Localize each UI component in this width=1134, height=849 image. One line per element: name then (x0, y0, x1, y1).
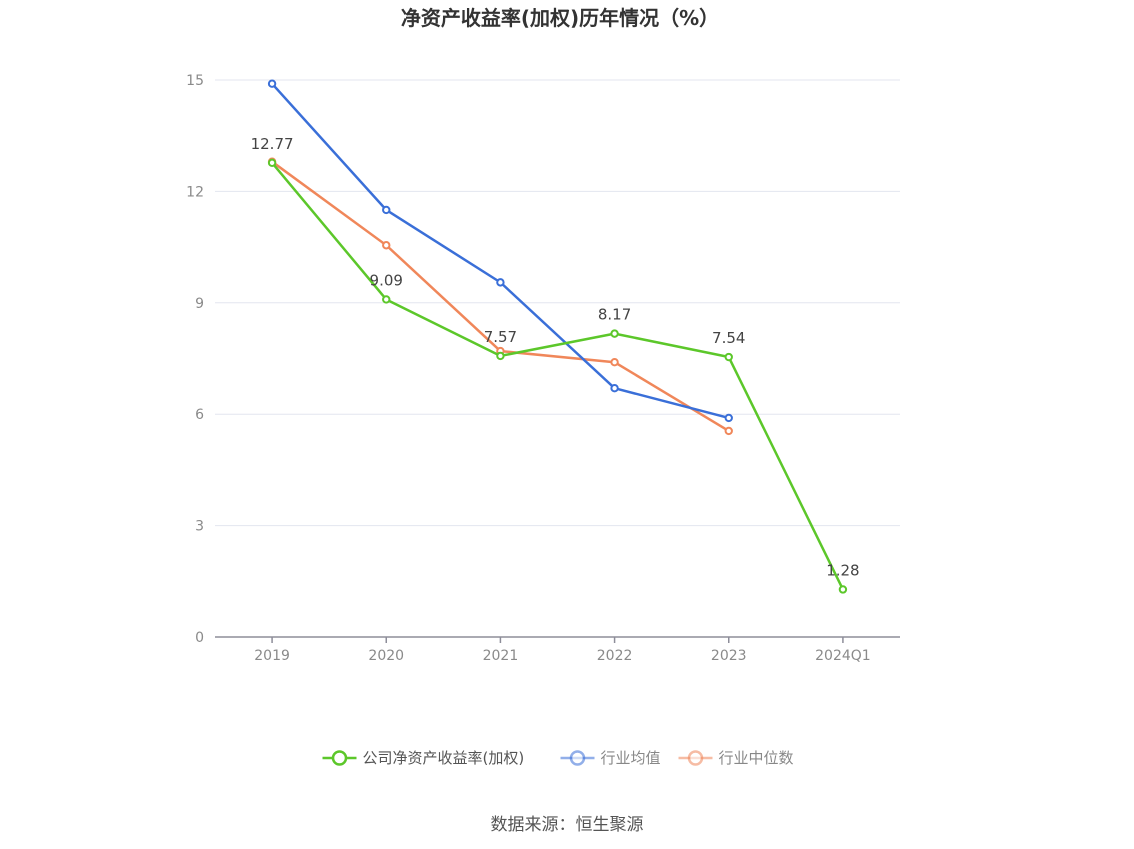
series-point-0[interactable] (382, 295, 391, 304)
legend-label: 公司净资产收益率(加权) (363, 749, 525, 767)
y-tick-label: 0 (195, 630, 204, 646)
legend-marker (331, 750, 348, 766)
data-label: 12.77 (251, 135, 294, 153)
x-tick-label: 2024Q1 (815, 648, 871, 664)
data-label: 8.17 (598, 306, 631, 324)
data-source-note: 数据来源：恒生聚源 (491, 815, 644, 835)
legend-item-0[interactable]: 公司净资产收益率(加权) (322, 749, 525, 767)
grid-layer (215, 79, 900, 527)
y-tick-label: 9 (195, 296, 204, 312)
series-point-1[interactable] (610, 384, 619, 393)
series-point-1[interactable] (724, 413, 733, 423)
y-tick-label: 6 (195, 407, 204, 423)
x-tick-label: 2020 (368, 648, 404, 664)
data-label: 1.28 (826, 561, 859, 579)
series-point-1[interactable] (267, 79, 277, 88)
y-tick-label: 3 (195, 519, 204, 535)
x-tick-label: 2022 (597, 648, 633, 664)
series-point-0[interactable] (267, 158, 277, 168)
data-label-layer: 12.77 9.09 7.57 8.17 7.54 1.28 (251, 135, 860, 580)
x-tick-label: 2019 (254, 648, 290, 664)
legend-marker (687, 750, 704, 766)
x-tick-label: 2023 (711, 648, 747, 664)
series-layer (267, 79, 848, 594)
data-label: 9.09 (370, 271, 403, 289)
legend-item-2[interactable]: 行业中位数 (678, 749, 794, 767)
axis-layer: 0 3 6 9 12 15 2019 2020 2021 2022 2023 2024Q1 (186, 73, 900, 664)
data-label: 7.54 (712, 329, 745, 347)
series-point-2[interactable] (382, 241, 391, 250)
y-tick-label: 15 (186, 73, 204, 89)
series-point-1[interactable] (382, 205, 391, 215)
series-point-1[interactable] (496, 278, 505, 287)
y-tick-label: 12 (186, 184, 204, 200)
x-tick-label: 2021 (483, 648, 519, 664)
series-line-1 (271, 82, 730, 420)
series-point-0[interactable] (724, 352, 733, 362)
series-point-0[interactable] (496, 351, 505, 361)
data-label: 7.57 (484, 328, 517, 346)
series-point-2[interactable] (724, 426, 733, 436)
series-point-0[interactable] (838, 585, 848, 594)
legend-marker (569, 750, 586, 766)
legend[interactable]: 公司净资产收益率(加权) 行业均值 行业中位数 (322, 749, 794, 767)
legend-label: 行业均值 (601, 749, 661, 767)
series-point-2[interactable] (610, 358, 619, 367)
chart-title: 净资产收益率(加权)历年情况（%） (401, 6, 719, 30)
series-point-0[interactable] (610, 329, 619, 338)
legend-item-1[interactable]: 行业均值 (560, 749, 661, 767)
series-line-2 (271, 160, 730, 432)
series-line-0 (271, 162, 845, 591)
legend-label: 行业中位数 (719, 749, 794, 767)
